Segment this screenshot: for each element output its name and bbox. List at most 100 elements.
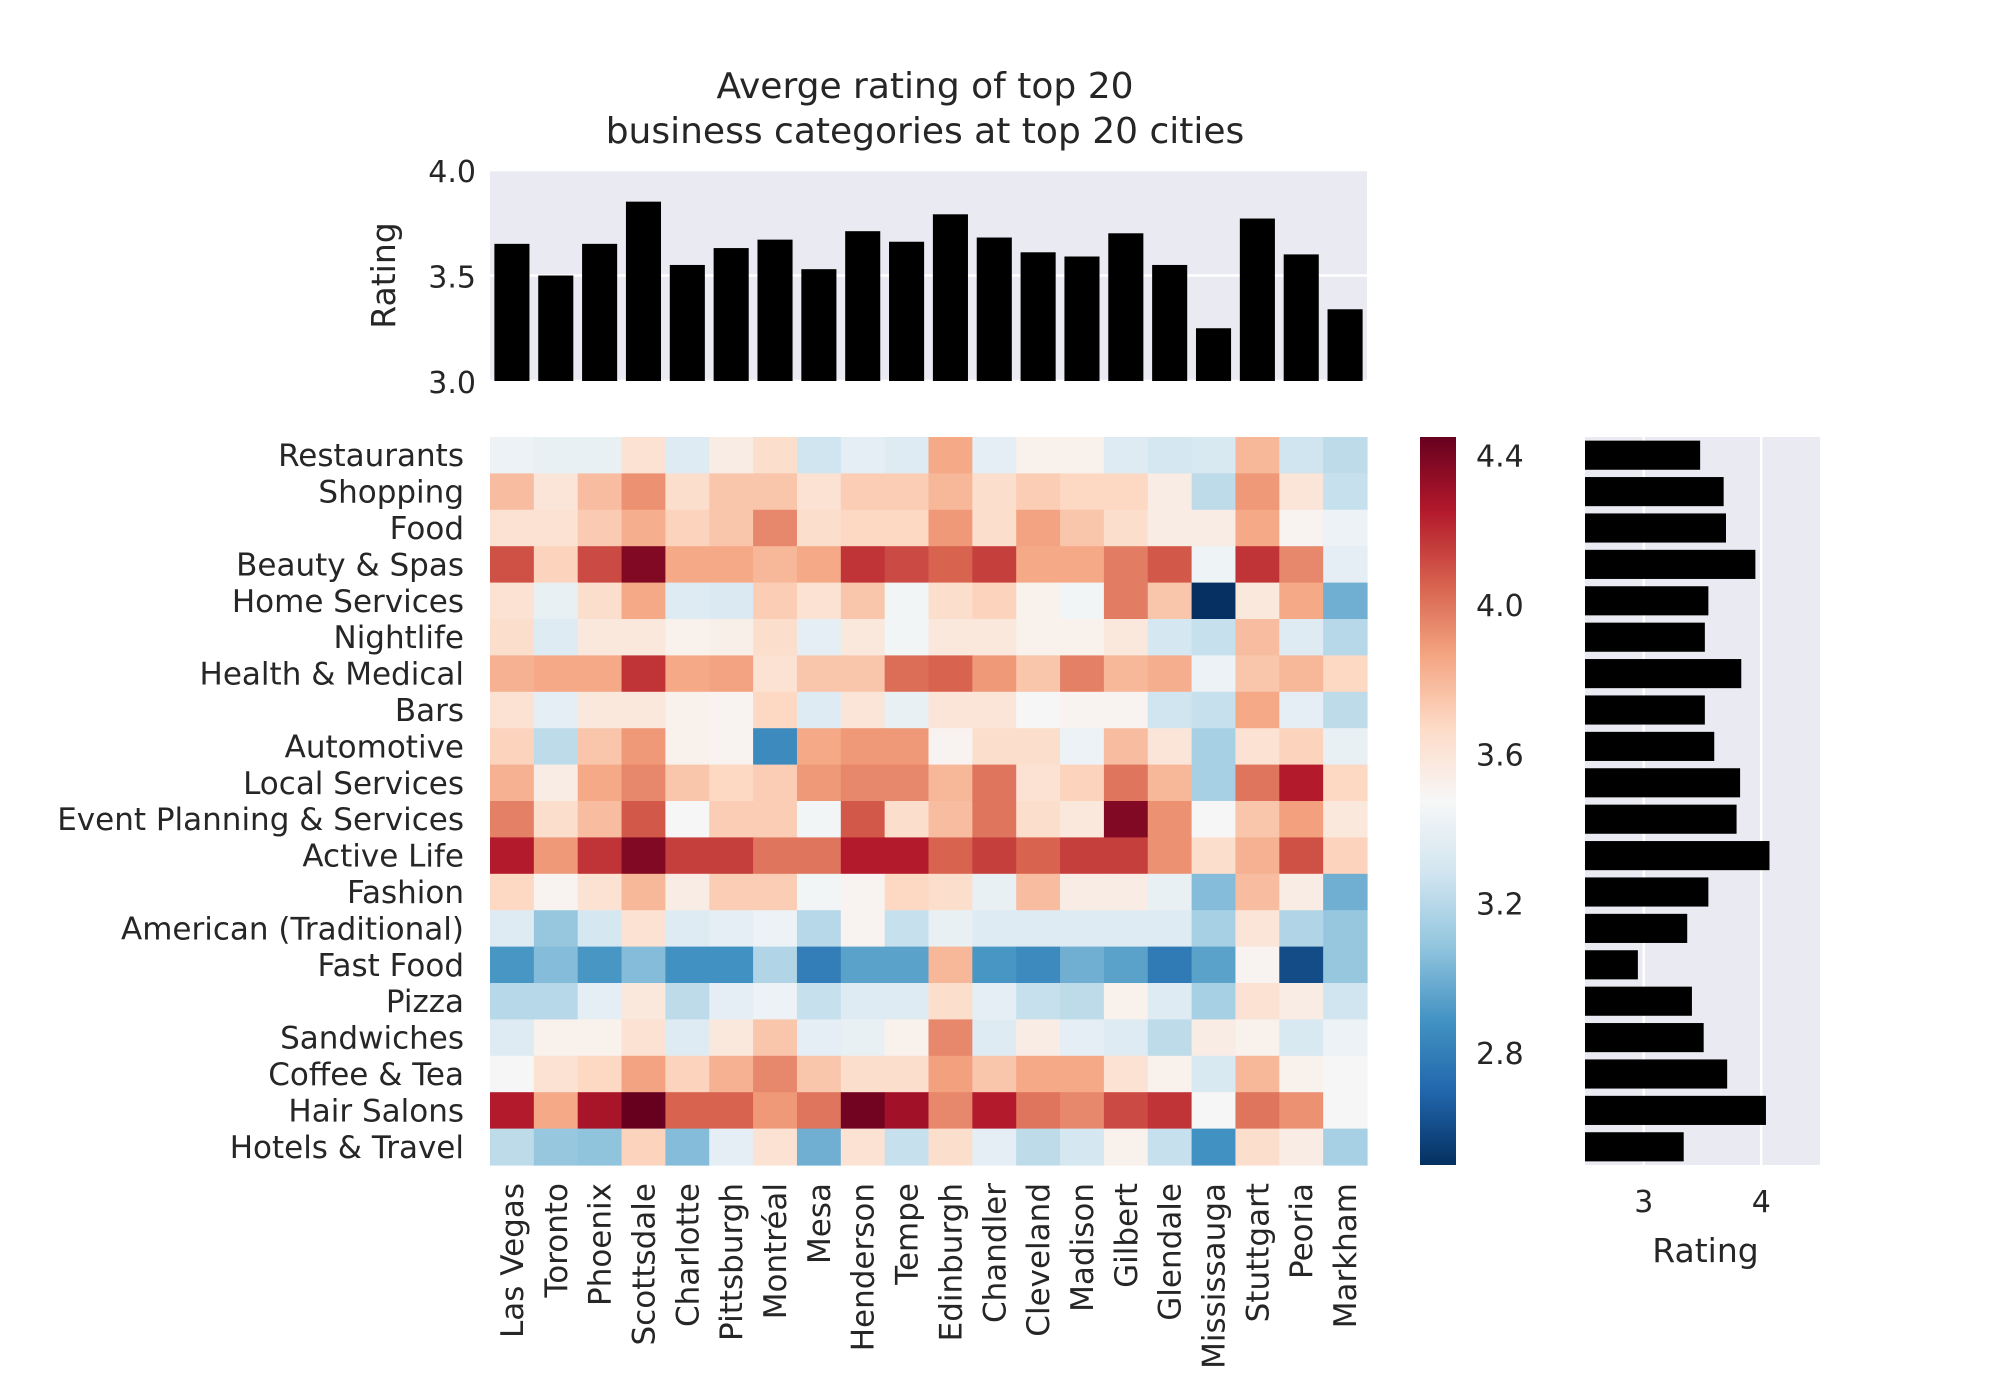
heatmap-cell bbox=[1060, 983, 1105, 1020]
heatmap-cell bbox=[1016, 619, 1061, 656]
heatmap-cell bbox=[796, 764, 842, 802]
heatmap-cell bbox=[1279, 983, 1324, 1020]
heatmap-cell bbox=[928, 473, 973, 511]
heatmap-cell bbox=[1279, 691, 1324, 729]
heatmap-cell bbox=[665, 728, 710, 766]
heatmap-cell bbox=[1279, 1019, 1324, 1057]
top-bar-chart: 3.0 3.5 4.0 Rating bbox=[364, 155, 1367, 401]
heatmap-cell bbox=[796, 946, 842, 984]
heatmap-cell bbox=[972, 728, 1017, 766]
heatmap-cell bbox=[1235, 619, 1280, 656]
heatmap-cell bbox=[1147, 1055, 1193, 1093]
heatmap-cell bbox=[1235, 801, 1280, 838]
heatmap-cell bbox=[577, 655, 623, 693]
heatmap-cell bbox=[1103, 873, 1149, 911]
heatmap-cell bbox=[1060, 655, 1105, 693]
heatmap-cell bbox=[1323, 546, 1368, 584]
heatmap-cell bbox=[1323, 1055, 1368, 1093]
heatmap-cell bbox=[1235, 473, 1280, 511]
heatmap-cell bbox=[1060, 1055, 1105, 1093]
heatmap-cell bbox=[928, 546, 973, 584]
heatmap-row-label-restaurants: Restaurants bbox=[278, 438, 464, 474]
heatmap-cell bbox=[753, 1055, 798, 1093]
heatmap-cell bbox=[1103, 1092, 1149, 1130]
heatmap-cell bbox=[753, 619, 798, 656]
heatmap-cell bbox=[490, 946, 535, 984]
heatmap-cell bbox=[665, 801, 710, 838]
heatmap-cell bbox=[577, 546, 623, 584]
heatmap-cell bbox=[972, 1092, 1017, 1130]
heatmap-cell bbox=[928, 1019, 973, 1057]
heatmap-cell bbox=[1103, 983, 1149, 1020]
heatmap-cell bbox=[709, 1019, 754, 1057]
heatmap-cell bbox=[533, 983, 579, 1020]
heatmap-cell bbox=[972, 837, 1017, 875]
heatmap-cell bbox=[621, 1092, 666, 1130]
heatmap-cell bbox=[753, 801, 798, 838]
heatmap-cell bbox=[1191, 582, 1237, 620]
heatmap-cell bbox=[490, 1092, 535, 1130]
heatmap-cell bbox=[972, 764, 1017, 802]
heatmap-cell bbox=[1060, 764, 1105, 802]
heatmap-cell bbox=[490, 728, 535, 766]
heatmap-cell bbox=[972, 983, 1017, 1020]
heatmap-cell bbox=[1060, 1019, 1105, 1057]
heatmap-cell bbox=[621, 801, 666, 838]
heatmap-column-label-glendale: Glendale bbox=[1153, 1183, 1189, 1321]
heatmap-row-label-event-planning-services: Event Planning & Services bbox=[57, 802, 464, 838]
heatmap-cell bbox=[709, 728, 754, 766]
heatmap-cell bbox=[972, 1055, 1017, 1093]
heatmap-cell bbox=[665, 1092, 710, 1130]
heatmap-cell bbox=[490, 473, 535, 511]
heatmap-cell bbox=[709, 437, 754, 474]
top-bar-pittsburgh bbox=[713, 248, 749, 381]
heatmap-column-label-mesa: Mesa bbox=[802, 1183, 838, 1264]
heatmap-cell bbox=[840, 655, 886, 693]
heatmap-cell bbox=[1147, 546, 1193, 584]
heatmap-cell bbox=[972, 691, 1017, 729]
heatmap-cell bbox=[621, 582, 666, 620]
heatmap-cell bbox=[1235, 873, 1280, 911]
heatmap-cell bbox=[665, 1055, 710, 1093]
heatmap-cell bbox=[796, 910, 842, 948]
heatmap-cell bbox=[972, 655, 1017, 693]
heatmap-row-label-active-life: Active Life bbox=[302, 839, 464, 875]
heatmap-cell bbox=[796, 728, 842, 766]
heatmap-cell bbox=[753, 691, 798, 729]
heatmap-cell bbox=[665, 910, 710, 948]
heatmap-cell bbox=[1060, 873, 1105, 911]
top-bar-markham bbox=[1327, 309, 1363, 381]
heatmap-cell bbox=[621, 509, 666, 547]
heatmap-cell bbox=[1191, 1128, 1237, 1166]
heatmap-cell bbox=[1103, 691, 1149, 729]
heatmap-cell bbox=[753, 509, 798, 547]
heatmap-cell bbox=[665, 582, 710, 620]
heatmap-cell bbox=[928, 873, 973, 911]
heatmap-cell bbox=[1016, 473, 1061, 511]
heatmap-cell bbox=[533, 801, 579, 838]
heatmap-cell bbox=[1235, 837, 1280, 875]
heatmap-cell bbox=[1147, 764, 1193, 802]
top-bar-stuttgart bbox=[1239, 218, 1275, 381]
heatmap-cell bbox=[533, 546, 579, 584]
heatmap-cell bbox=[533, 837, 579, 875]
heatmap-cell bbox=[840, 509, 886, 547]
heatmap-cell bbox=[577, 1128, 623, 1166]
heatmap-cell bbox=[533, 509, 579, 547]
heatmap-cell bbox=[1147, 1092, 1193, 1130]
heatmap-cell bbox=[577, 437, 623, 474]
heatmap-cell bbox=[840, 1055, 886, 1093]
heatmap-cell bbox=[533, 1055, 579, 1093]
heatmap-cell bbox=[796, 1128, 842, 1166]
heatmap-cell bbox=[1016, 873, 1061, 911]
heatmap-cell bbox=[1016, 801, 1061, 838]
heatmap-cell bbox=[972, 1019, 1017, 1057]
heatmap-cell bbox=[753, 728, 798, 766]
heatmap-cell bbox=[577, 473, 623, 511]
heatmap-cell bbox=[1279, 873, 1324, 911]
heatmap-cell bbox=[1323, 509, 1368, 547]
heatmap-column-label-madison: Madison bbox=[1065, 1183, 1101, 1312]
side-bar-plot-area bbox=[1585, 437, 1820, 1165]
heatmap-cell bbox=[796, 1092, 842, 1130]
heatmap-cell bbox=[972, 619, 1017, 656]
